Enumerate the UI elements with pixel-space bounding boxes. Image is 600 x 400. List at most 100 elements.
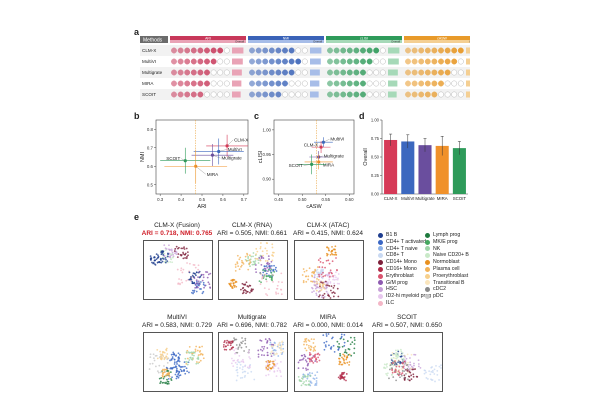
cell-point: [413, 362, 415, 365]
cell-point: [236, 371, 239, 374]
cell-point: [234, 281, 237, 284]
cell-point: [316, 266, 319, 268]
cell-point: [393, 370, 396, 372]
cell-point: [275, 266, 277, 269]
cell-point: [163, 365, 165, 367]
cell-point: [272, 251, 275, 254]
cell-point: [314, 382, 317, 385]
cell-point: [232, 346, 235, 349]
score-dot: [340, 69, 347, 76]
cell-point: [262, 269, 264, 272]
cell-point: [160, 354, 163, 357]
score-dot: [177, 80, 184, 87]
cell-point: [260, 264, 263, 266]
cell-point: [383, 367, 385, 369]
cell-point: [416, 375, 419, 378]
cell-point: [403, 376, 406, 379]
group-subheader-nmi: [248, 40, 324, 43]
score-dot: [424, 80, 431, 87]
cell-point: [175, 369, 178, 372]
cell-point: [328, 272, 331, 274]
cell-point: [254, 260, 257, 262]
cell-point: [261, 276, 264, 278]
cell-point: [316, 278, 318, 280]
cell-point: [311, 360, 314, 363]
cell-point: [315, 289, 318, 292]
cell-point: [322, 261, 324, 264]
cell-point: [228, 341, 231, 344]
umap-embedding-plot: [294, 240, 364, 300]
cell-point: [305, 280, 308, 283]
score-dot: [379, 69, 386, 76]
cell-point: [328, 262, 331, 265]
cell-point: [197, 362, 199, 365]
cell-point: [438, 379, 440, 381]
cell-point: [331, 253, 334, 256]
score-dot: [210, 69, 217, 76]
cell-point: [234, 269, 237, 272]
cell-point: [392, 376, 395, 378]
cell-point: [270, 351, 273, 354]
cell-point: [240, 360, 243, 363]
cell-point: [302, 375, 304, 378]
score-dot: [405, 80, 411, 87]
cell-point: [240, 346, 243, 349]
bar-multigrate: [418, 145, 432, 194]
cell-point: [280, 375, 283, 378]
score-dot: [431, 80, 438, 87]
cell-point: [353, 336, 356, 339]
score-dot: [405, 58, 411, 65]
umap-method-name: CLM-X (ATAC): [306, 222, 350, 229]
cell-point: [192, 272, 195, 275]
overall-bar: [466, 69, 470, 76]
cell-point: [165, 258, 167, 261]
cell-point: [182, 247, 184, 250]
cell-point: [280, 345, 283, 348]
legend-label: Normoblast: [433, 259, 460, 266]
cell-point: [167, 377, 170, 380]
cell-point: [404, 362, 407, 364]
cell-point: [266, 339, 269, 342]
cell-point: [193, 291, 195, 294]
cell-point: [191, 356, 194, 359]
cell-point: [234, 338, 237, 341]
cell-point: [412, 373, 415, 376]
cell-point: [277, 344, 280, 347]
cell-point: [163, 358, 166, 361]
score-dot: [255, 47, 262, 54]
cell-point: [425, 371, 427, 374]
cell-point: [400, 355, 402, 358]
cell-point: [400, 358, 403, 360]
cell-point: [201, 292, 204, 295]
score-dot: [217, 91, 224, 98]
cell-point: [236, 359, 239, 362]
overall-bar: [388, 80, 398, 87]
cell-point: [265, 374, 267, 377]
legend-entry: G/M prog: [378, 280, 431, 287]
cell-point: [206, 276, 209, 279]
score-dot: [262, 58, 269, 65]
cell-point: [405, 372, 407, 375]
score-dot: [451, 69, 458, 76]
cell-point: [177, 247, 179, 250]
cell-point: [164, 382, 167, 385]
cell-point: [321, 282, 324, 284]
score-dot: [171, 91, 177, 98]
cell-point: [338, 282, 341, 285]
score-dot: [301, 58, 308, 65]
cell-point: [181, 271, 184, 274]
cell-point: [160, 259, 162, 261]
legend-label: ILC: [386, 299, 395, 306]
y-tick-label: 0.25: [371, 173, 380, 178]
casw-vs-clisi-scatter: 0.45 0.50 0.55 0.60 0.90 0.95 1.00 cASW cLISI Mul…: [258, 119, 355, 210]
umap-method-name: SCOIT: [397, 314, 417, 321]
score-dot: [360, 69, 366, 76]
cell-point: [407, 378, 409, 381]
score-dot: [444, 91, 451, 98]
cell-point: [400, 368, 403, 370]
cell-point: [323, 348, 326, 351]
bar-category-label: SCOIT: [453, 196, 467, 201]
cell-point: [342, 358, 345, 361]
cell-point: [343, 355, 346, 358]
cell-point: [323, 281, 326, 284]
